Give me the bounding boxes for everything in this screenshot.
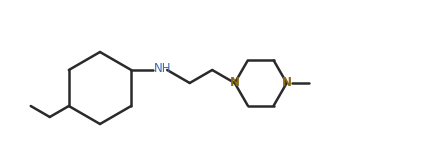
Text: N: N [230,76,240,88]
Text: N: N [282,76,292,88]
Text: NH: NH [154,62,172,76]
